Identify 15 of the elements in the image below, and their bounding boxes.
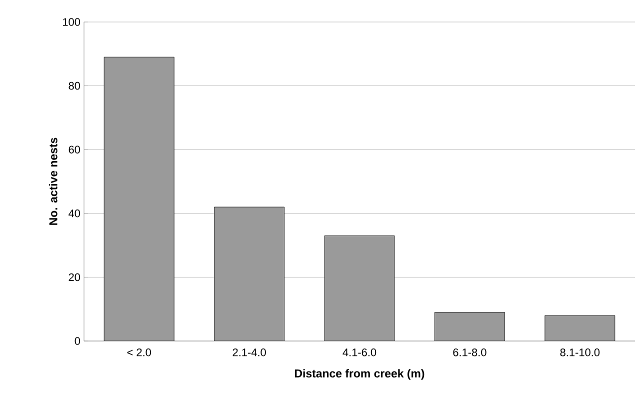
y-tick-label: 80 [68,82,80,90]
bar [544,315,616,341]
bar [434,312,505,341]
y-tick-label: 40 [68,210,80,218]
y-tick-label: 60 [68,146,80,154]
x-tick-label: < 2.0 [127,348,151,356]
x-tick-label: 4.1-6.0 [342,348,376,356]
y-axis-title: No. active nests [48,138,58,225]
x-tick-label: 6.1-8.0 [453,348,486,356]
y-tick-label: 20 [68,273,80,282]
x-tick-label: 2.1-4.0 [232,348,266,356]
x-tick-label: 8.1-10.0 [560,348,600,356]
y-tick-label: 100 [63,18,80,26]
x-axis-title: Distance from creek (m) [295,369,424,380]
y-tick-label: 0 [74,337,80,345]
